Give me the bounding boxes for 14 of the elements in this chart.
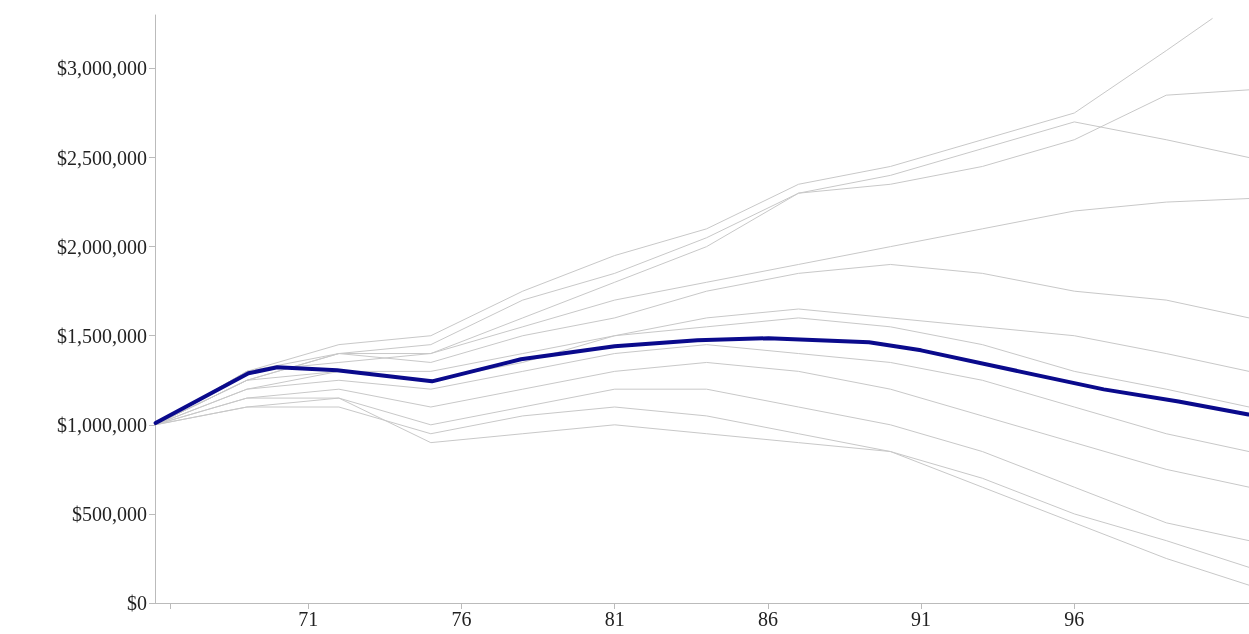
y-tick-label: $2,500,000: [57, 146, 147, 169]
y-tick-label: $2,000,000: [57, 235, 147, 258]
y-tick-label: $1,000,000: [57, 413, 147, 436]
y-tick-label: $0: [127, 592, 147, 614]
y-tick-label: $500,000: [72, 502, 147, 525]
x-tick-label: 86: [757, 608, 778, 630]
y-tick-label: $3,000,000: [57, 57, 147, 80]
x-tick-label: 96: [1064, 608, 1085, 630]
x-tick-label: 91: [911, 608, 932, 630]
line-series: [153, 336, 1249, 426]
x-tick-label: 71: [298, 608, 319, 630]
x-tick-label: 76: [451, 608, 472, 630]
x-tick-label: 81: [604, 608, 625, 630]
y-tick-label: $1,500,000: [57, 324, 147, 347]
